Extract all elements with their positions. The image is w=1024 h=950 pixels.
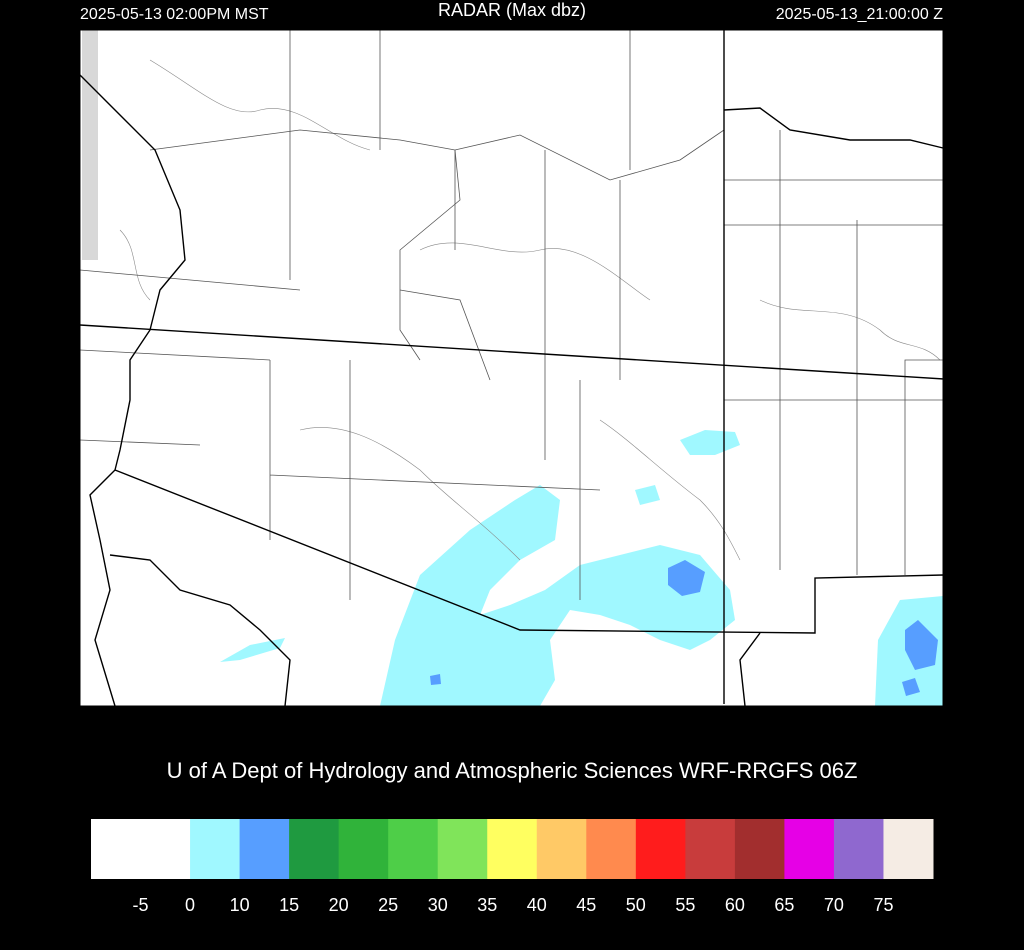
color-box: [685, 819, 736, 879]
echo: [220, 638, 285, 662]
radar-echoes: [220, 430, 943, 706]
color-box: [289, 819, 340, 879]
terrain-contours: [119, 59, 941, 561]
colorbar-label: 70: [824, 895, 844, 915]
colorbar-label: 45: [576, 895, 596, 915]
colorbar-label: 55: [675, 895, 695, 915]
credit: U of A Dept of Hydrology and Atmospheric…: [167, 758, 858, 783]
echo-strong: [430, 674, 441, 685]
colorbar-label: 10: [230, 895, 250, 915]
echo-strong: [668, 560, 705, 596]
color-box: [833, 819, 884, 879]
colorbar-label: 65: [774, 895, 794, 915]
title: RADAR (Max dbz): [438, 0, 586, 20]
colorbar-label: 30: [428, 895, 448, 915]
color-box: [437, 819, 488, 879]
county-lines: [79, 30, 943, 600]
echo-strong: [905, 620, 938, 670]
map-frame: [79, 29, 944, 707]
colorbar-label: 35: [477, 895, 497, 915]
color-box: [140, 819, 191, 879]
echo: [635, 485, 660, 505]
color-box: [536, 819, 587, 879]
color-box: [388, 819, 439, 879]
color-box: [784, 819, 835, 879]
colorbar-label: 20: [329, 895, 349, 915]
echo: [380, 485, 735, 706]
colorbar-label: 60: [725, 895, 745, 915]
color-box: [734, 819, 785, 879]
state-borders: [79, 30, 961, 707]
color-box: [190, 819, 241, 879]
colorbar: -5 0 10 15 20 25 30 35 40 45 50 55 60 65 70 75: [91, 819, 934, 915]
no-data-strip: [82, 30, 98, 260]
color-box: [635, 819, 686, 879]
echo-strong: [902, 678, 920, 696]
color-box: [338, 819, 389, 879]
map: [79, 29, 961, 707]
color-box: [239, 819, 290, 879]
colorbar-label: -5: [133, 895, 149, 915]
color-box: [91, 819, 142, 879]
colorbar-label: 40: [527, 895, 547, 915]
echo: [680, 430, 740, 455]
map-background: [80, 30, 943, 706]
color-box: [487, 819, 538, 879]
colorbar-label: 50: [626, 895, 646, 915]
color-box: [883, 819, 934, 879]
colorbar-label: 25: [378, 895, 398, 915]
color-box: [586, 819, 637, 879]
local-time: 2025-05-13 02:00PM MST: [80, 6, 269, 23]
colorbar-label: 75: [873, 895, 893, 915]
colorbar-label: 0: [185, 895, 195, 915]
utc-time: 2025-05-13_21:00:00 Z: [776, 6, 943, 23]
colorbar-label: 15: [279, 895, 299, 915]
